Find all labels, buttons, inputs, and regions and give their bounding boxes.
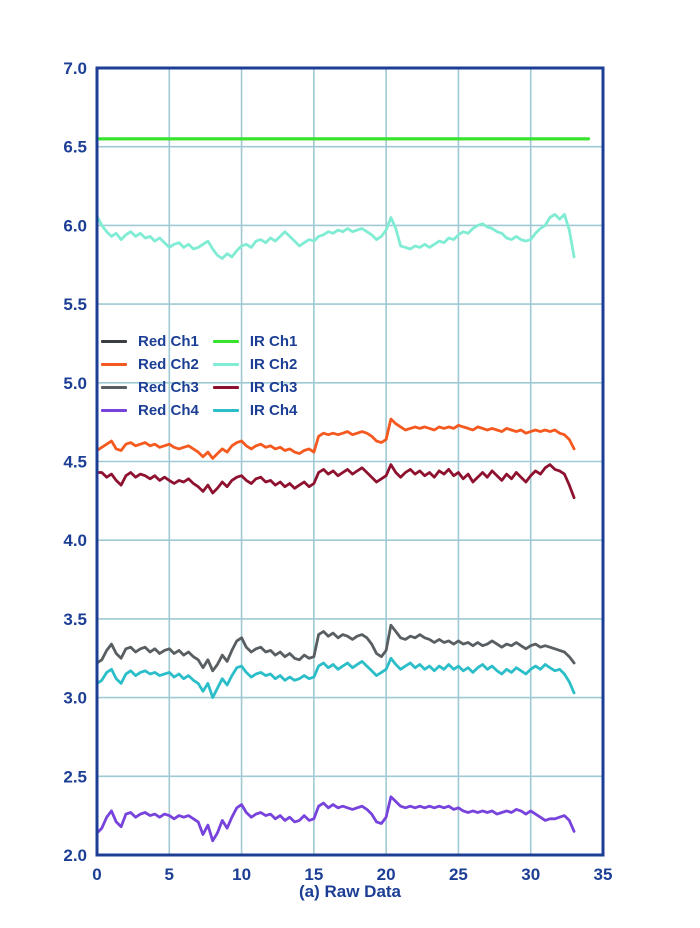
x-tick-label: 15	[304, 865, 323, 884]
legend-item-red-ch4: Red Ch4	[101, 399, 199, 422]
chart-legend: Red Ch1 Red Ch2 Red Ch3 Red Ch4 IR Ch1 IR Ch2…	[101, 330, 297, 422]
legend-label: Red Ch2	[138, 356, 199, 373]
y-tick-label: 2.5	[63, 767, 87, 786]
legend-swatch	[101, 386, 127, 389]
y-tick-label: 5.0	[63, 374, 87, 393]
legend-label: IR Ch1	[249, 333, 298, 350]
legend-column: IR Ch1 IR Ch2 IR Ch3 IR Ch4	[212, 330, 298, 422]
x-tick-label: 10	[232, 865, 251, 884]
series-line-red-ch4	[95, 795, 576, 843]
legend-label: IR Ch3	[249, 379, 298, 396]
legend-swatch	[212, 340, 239, 343]
series-line-ir-ch2	[95, 212, 576, 260]
legend-swatch	[212, 386, 239, 389]
y-tick-label: 7.0	[63, 59, 87, 78]
x-tick-label: 25	[449, 865, 468, 884]
series-line-red-ch3	[95, 623, 576, 673]
y-tick-label: 4.0	[63, 531, 87, 550]
legend-label: Red Ch3	[138, 379, 199, 396]
gridlines	[97, 68, 603, 855]
axes-frame	[95, 66, 605, 857]
legend-column: Red Ch1 Red Ch2 Red Ch3 Red Ch4	[101, 330, 199, 422]
series-line-ir-ch4	[95, 656, 576, 699]
legend-swatch	[101, 363, 127, 366]
x-tick-label: 20	[377, 865, 396, 884]
legend-label: IR Ch4	[249, 402, 298, 419]
x-tick-label: 30	[521, 865, 540, 884]
y-tick-label: 3.5	[63, 610, 87, 629]
series-line-ir-ch3	[95, 463, 576, 500]
series-lines	[95, 137, 591, 843]
series-line-red-ch2	[95, 417, 576, 460]
y-tick-label: 3.0	[63, 689, 87, 708]
legend-item-red-ch1: Red Ch1	[101, 330, 199, 353]
y-tick-label: 4.5	[63, 453, 87, 472]
y-axis-tick-labels: 2.0 2.5 3.0 3.5 4.0 4.5 5.0 5.5 6.0 6.5 7.0	[63, 59, 87, 865]
x-tick-label: 5	[165, 865, 174, 884]
legend-swatch	[101, 340, 127, 343]
y-tick-label: 6.5	[63, 138, 87, 157]
y-tick-label: 2.0	[63, 846, 87, 865]
legend-label: IR Ch2	[249, 356, 298, 373]
legend-item-ir-ch2: IR Ch2	[212, 353, 298, 376]
x-tick-label: 0	[92, 865, 101, 884]
chart-caption: (a) Raw Data	[298, 882, 402, 901]
legend-swatch	[212, 409, 239, 412]
x-axis-tick-labels: 0 5 10 15 20 25 30 35	[92, 865, 612, 884]
legend-item-red-ch3: Red Ch3	[101, 376, 199, 399]
legend-item-ir-ch1: IR Ch1	[212, 330, 298, 353]
legend-label: Red Ch4	[138, 402, 199, 419]
legend-swatch	[212, 363, 239, 366]
y-tick-label: 5.5	[63, 295, 87, 314]
legend-item-ir-ch3: IR Ch3	[212, 376, 298, 399]
legend-label: Red Ch1	[138, 333, 199, 350]
y-tick-label: 6.0	[63, 216, 87, 235]
legend-item-ir-ch4: IR Ch4	[212, 399, 298, 422]
legend-swatch	[101, 409, 127, 412]
legend-item-red-ch2: Red Ch2	[101, 353, 199, 376]
x-tick-label: 35	[594, 865, 613, 884]
plot-frame	[95, 66, 605, 857]
